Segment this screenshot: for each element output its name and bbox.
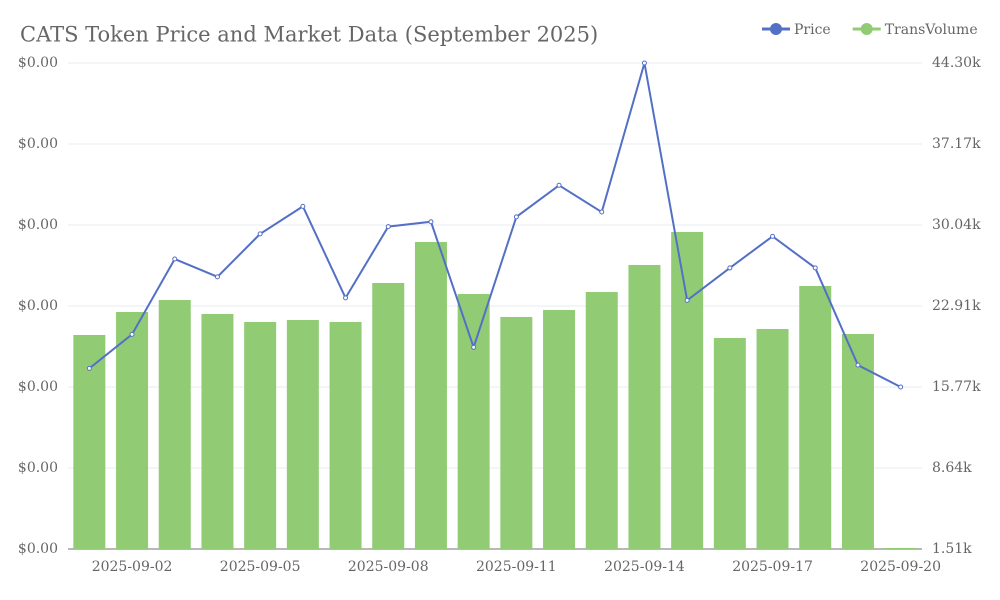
y-tick-label: $0.00 (18, 136, 58, 152)
legend-swatch[interactable] (860, 23, 873, 35)
price-point (684, 297, 690, 303)
chart-title: CATS Token Price and Market Data (Septem… (20, 23, 598, 47)
y2-tick-label: 37.17k (932, 136, 981, 152)
y2-tick-label: 44.30k (932, 55, 981, 71)
legend-swatch[interactable] (770, 23, 782, 35)
x-tick-label: 2025-09-14 (604, 559, 685, 575)
y-tick-label: $0.00 (18, 460, 58, 476)
price-point (86, 365, 92, 371)
y2-tick-label: 22.91k (932, 298, 981, 314)
price-point (727, 265, 733, 271)
bar (884, 547, 917, 549)
y-tick-label: $0.00 (18, 298, 58, 314)
y2-tick-label: 1.51k (932, 541, 972, 557)
price-line (88, 62, 902, 388)
price-point (556, 182, 562, 188)
bar (543, 309, 576, 549)
price-point (172, 256, 178, 262)
bar (414, 241, 447, 549)
price-point (641, 60, 647, 66)
bar (372, 282, 405, 549)
y-tick-label: $0.00 (18, 217, 58, 233)
price-point (855, 362, 861, 368)
price-point (513, 214, 519, 220)
x-tick-label: 2025-09-20 (860, 559, 941, 575)
y-tick-label: $0.00 (18, 541, 58, 557)
y-tick-label: $0.00 (18, 55, 58, 71)
bar (116, 311, 149, 549)
price-point (300, 203, 306, 209)
bar (713, 337, 746, 549)
price-point (214, 274, 220, 280)
x-tick-label: 2025-09-08 (348, 559, 429, 575)
bar (244, 321, 277, 549)
bar (671, 231, 704, 549)
y-tick-label: $0.00 (18, 379, 58, 395)
bar (158, 299, 191, 549)
bar (756, 328, 789, 549)
price-point (898, 384, 904, 390)
bar (628, 264, 661, 549)
x-tick-label: 2025-09-02 (92, 559, 173, 575)
price-point (812, 265, 818, 271)
y2-tick-label: 15.77k (932, 379, 981, 395)
price-point (385, 224, 391, 230)
price-point (599, 209, 605, 215)
price-point (471, 344, 477, 350)
legend-label[interactable]: TransVolume (885, 22, 978, 38)
bar (329, 321, 362, 549)
price-point (428, 219, 434, 225)
price-point (129, 331, 135, 337)
price-point (770, 233, 776, 239)
bar (457, 293, 490, 549)
bar (799, 285, 832, 549)
y2-tick-label: 30.04k (932, 217, 981, 233)
price-point (343, 295, 349, 301)
x-tick-label: 2025-09-11 (476, 559, 557, 575)
x-tick-label: 2025-09-05 (220, 559, 301, 575)
bar (500, 316, 533, 549)
bar (201, 313, 234, 549)
x-tick-label: 2025-09-17 (732, 559, 813, 575)
price-point (257, 231, 263, 237)
bar (286, 319, 319, 549)
bar (585, 291, 618, 549)
y2-tick-label: 8.64k (932, 460, 972, 476)
legend-label[interactable]: Price (794, 22, 831, 38)
